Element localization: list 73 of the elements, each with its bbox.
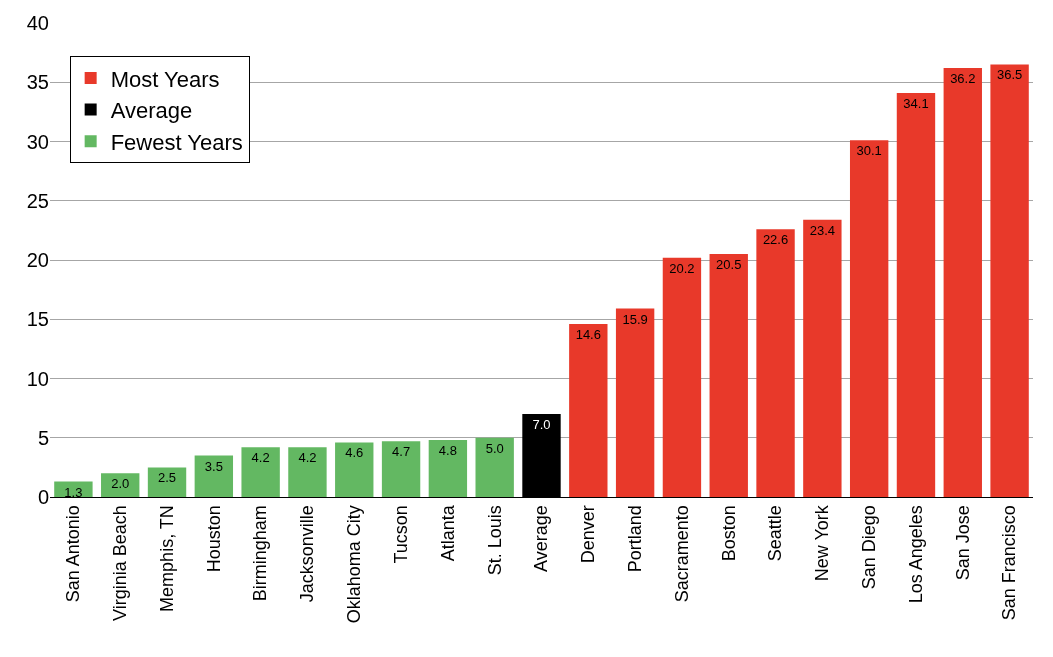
x-tick-label: Birmingham (250, 505, 271, 602)
data-label: 22.6 (762, 232, 789, 248)
bar (428, 440, 468, 497)
bar (943, 68, 982, 497)
bar (803, 219, 842, 497)
legend-label: Fewest Years (110, 129, 243, 155)
data-label: 4.7 (392, 444, 411, 460)
x-tick-label: Denver (578, 505, 599, 564)
bar (475, 437, 514, 497)
data-label: 4.2 (251, 450, 270, 466)
data-label: 5.0 (485, 440, 504, 456)
y-tick-label: 30 (26, 130, 49, 153)
x-tick-label: Houston (203, 505, 224, 573)
data-label: 14.6 (575, 326, 601, 342)
bar (147, 467, 187, 497)
data-label: 4.2 (298, 450, 317, 466)
bar (381, 441, 421, 497)
x-tick-label: Boston (718, 505, 739, 562)
bar (615, 308, 655, 497)
x-tick-label: Average (531, 505, 552, 572)
x-tick-label: San Antonio (63, 505, 84, 603)
bar (569, 323, 608, 497)
data-label: 3.5 (204, 458, 223, 474)
x-tick-label: San Diego (859, 505, 880, 590)
legend-label: Average (110, 98, 193, 124)
data-label: 1.3 (64, 484, 83, 500)
x-tick-label: San Francisco (999, 505, 1020, 621)
x-tick-label: New York (812, 504, 833, 582)
data-label: 34.1 (903, 95, 929, 111)
y-tick-label: 25 (26, 189, 49, 212)
data-label: 4.8 (438, 443, 457, 459)
x-tick-label: Portland (624, 505, 645, 573)
bar (288, 447, 327, 497)
x-tick-label: Sacramento (671, 505, 692, 603)
data-label: 15.9 (622, 311, 648, 327)
y-tick-label: 20 (26, 249, 49, 271)
y-tick-label: 35 (26, 71, 49, 94)
data-label: 20.2 (669, 260, 695, 276)
y-tick-label: 5 (37, 426, 49, 449)
data-label: 36.5 (996, 67, 1023, 83)
x-tick-label: San Jose (952, 505, 973, 581)
bar (335, 442, 374, 497)
bar (101, 473, 140, 497)
x-tick-label: Atlanta (437, 504, 458, 562)
data-label: 20.5 (716, 257, 742, 273)
bar (896, 92, 936, 497)
y-tick-label: 10 (26, 367, 49, 390)
y-tick-label: 0 (37, 486, 49, 508)
x-tick-label: Memphis, TN (156, 505, 177, 612)
data-label: 7.0 (532, 417, 551, 433)
y-tick-label: 40 (26, 12, 49, 34)
x-tick-label: Seattle (765, 505, 786, 562)
bar (241, 447, 280, 497)
bar (662, 257, 702, 497)
data-label: 36.2 (950, 71, 976, 87)
x-tick-label: Virginia Beach (110, 505, 131, 621)
bar (849, 140, 889, 497)
legend-label: Most Years (110, 66, 220, 92)
data-label: 30.1 (856, 143, 882, 159)
data-label: 23.4 (809, 222, 836, 238)
bar (756, 229, 795, 497)
x-tick-label: Jacksonville (297, 505, 318, 603)
x-tick-label: St. Louis (484, 505, 505, 576)
bar (990, 64, 1029, 497)
x-tick-label: Los Angeles (905, 505, 926, 604)
x-tick-label: Oklahoma City (344, 505, 365, 624)
bar (709, 254, 748, 497)
data-label: 2.5 (157, 470, 177, 486)
data-label: 4.6 (345, 445, 364, 461)
bar (194, 455, 234, 497)
data-label: 2.0 (111, 476, 130, 492)
y-tick-label: 15 (26, 308, 49, 331)
x-tick-label: Tucson (390, 505, 411, 564)
